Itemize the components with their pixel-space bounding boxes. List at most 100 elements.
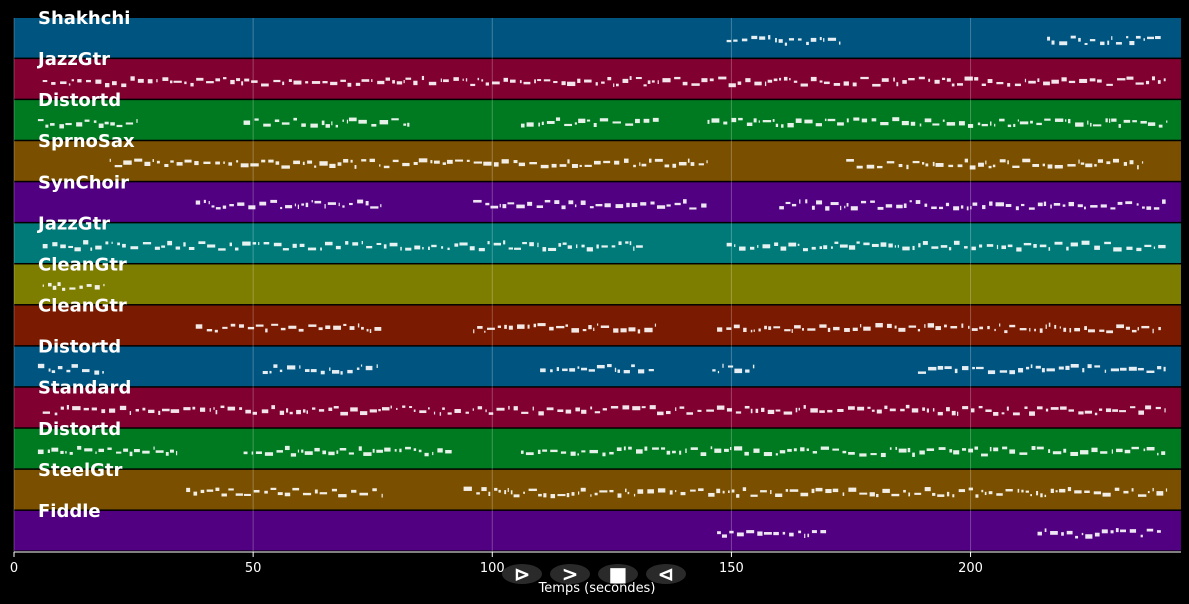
note (402, 162, 410, 167)
note (922, 241, 928, 245)
note (827, 409, 833, 413)
note (321, 120, 325, 126)
note (287, 365, 296, 370)
note (522, 241, 527, 245)
note (774, 242, 779, 246)
note (1140, 534, 1143, 538)
note (1136, 203, 1139, 206)
note (365, 365, 373, 371)
note (843, 81, 849, 86)
back-button[interactable]: ⊲ (646, 562, 686, 586)
note (392, 159, 399, 163)
note (778, 39, 783, 43)
note (1118, 124, 1121, 128)
note-segment (186, 487, 383, 498)
note (1012, 165, 1020, 168)
note (708, 492, 715, 497)
note (183, 242, 186, 247)
note (513, 406, 518, 411)
note (819, 410, 825, 413)
note (284, 445, 290, 451)
note (473, 329, 475, 334)
note (1117, 201, 1123, 205)
note (144, 161, 151, 166)
note (462, 78, 464, 81)
note (633, 164, 636, 168)
note (652, 447, 659, 450)
note (898, 327, 906, 332)
note (243, 120, 251, 125)
note (938, 447, 946, 450)
note (682, 81, 688, 86)
note (932, 161, 935, 167)
note (532, 406, 534, 411)
note (602, 452, 606, 457)
note (60, 450, 64, 454)
note (1092, 124, 1102, 127)
note (848, 487, 857, 492)
note (304, 451, 313, 455)
note (51, 82, 56, 85)
note (338, 202, 340, 207)
note (396, 407, 398, 410)
note (912, 160, 920, 164)
note (84, 448, 93, 452)
note (924, 324, 926, 328)
note (833, 326, 840, 331)
note (71, 79, 74, 82)
note (701, 203, 707, 208)
note (648, 368, 654, 372)
note (394, 449, 397, 452)
note (1123, 162, 1127, 166)
note (962, 406, 969, 410)
note (952, 494, 955, 498)
note (405, 77, 412, 80)
note (1021, 489, 1024, 493)
note (251, 451, 254, 455)
note (839, 244, 848, 248)
note (77, 79, 82, 83)
note (1007, 124, 1012, 128)
note (1137, 367, 1144, 371)
note-segment (37, 119, 138, 129)
note (383, 244, 387, 249)
note (751, 35, 758, 40)
note (739, 246, 746, 251)
note (760, 490, 767, 493)
note (485, 82, 490, 86)
note (42, 284, 44, 287)
note (487, 241, 490, 245)
stop-button[interactable]: ■ (598, 562, 638, 586)
note (549, 326, 554, 331)
note (996, 81, 1004, 85)
note (311, 200, 313, 203)
note (931, 246, 939, 249)
note (483, 161, 492, 166)
note (640, 202, 647, 206)
forward-button[interactable]: > (550, 562, 590, 586)
note (803, 405, 806, 409)
note (537, 449, 541, 454)
note (1109, 118, 1111, 123)
note (419, 410, 427, 414)
note (969, 165, 976, 170)
note (852, 327, 858, 331)
note (227, 406, 236, 411)
note (1081, 532, 1084, 536)
note (717, 370, 720, 374)
note (305, 81, 309, 84)
note (810, 76, 817, 82)
play-button[interactable]: ⊳ (502, 562, 542, 586)
note (1102, 492, 1111, 497)
note (1104, 241, 1111, 245)
playback-controls[interactable]: ⊳ > ■ ⊲ (502, 562, 686, 586)
note (729, 530, 734, 534)
note (729, 447, 732, 451)
note (487, 327, 495, 330)
note (577, 78, 581, 83)
note (455, 159, 464, 162)
note (574, 204, 577, 208)
track-lane (14, 223, 1181, 263)
note (282, 81, 285, 86)
note (299, 365, 301, 369)
